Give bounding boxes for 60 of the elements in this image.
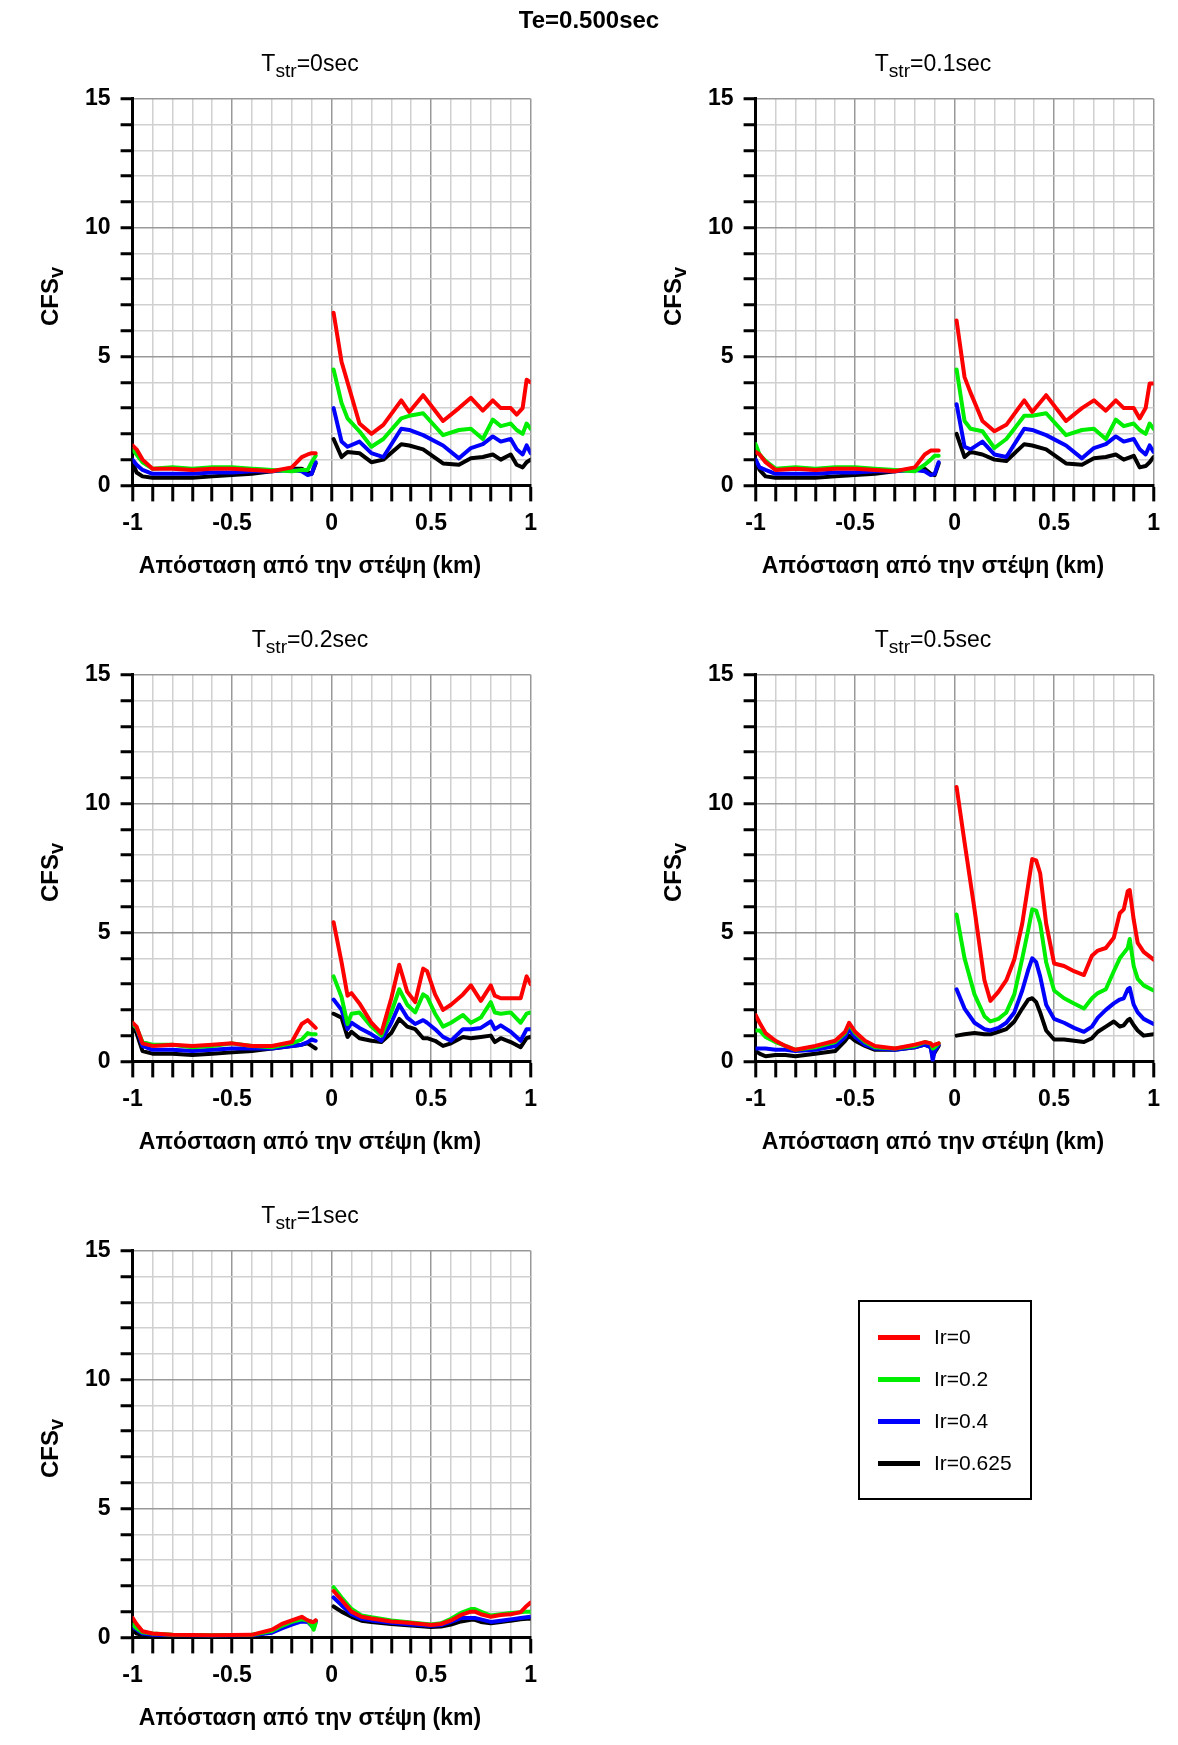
x-tick-label: 1 — [1147, 508, 1161, 535]
x-axis-title: Απόσταση από την στέψη (km) — [137, 1128, 483, 1155]
legend-label: Ir=0.2 — [934, 1367, 989, 1391]
chart-title: T$_{str}$=0.2sec — [250, 626, 370, 658]
y-tick-label: 5 — [720, 917, 734, 944]
chart-title: T$_{str}$=1sec — [260, 1202, 360, 1234]
x-tick-label: 1 — [524, 1660, 538, 1687]
y-tick-label: 5 — [97, 1493, 111, 1520]
y-tick-label: 5 — [97, 917, 111, 944]
legend-label: Ir=0.625 — [934, 1451, 1012, 1475]
x-tick-label: 0 — [325, 1084, 338, 1111]
chart-title: T$_{str}$=0.1sec — [873, 50, 993, 82]
x-axis-title: Απόσταση από την στέψη (km) — [137, 1704, 483, 1731]
x-tick-label: -0.5 — [212, 1660, 253, 1687]
y-tick-label: 15 — [707, 84, 734, 111]
x-tick-label: -1 — [122, 1084, 144, 1111]
y-tick-label: 5 — [720, 341, 734, 368]
y-tick-label: 15 — [707, 660, 734, 687]
y-tick-label: 10 — [84, 1365, 111, 1392]
y-tick-label: 0 — [97, 470, 111, 497]
x-tick-label: 0.5 — [415, 1660, 448, 1687]
x-tick-label: 0 — [948, 508, 961, 535]
y-tick-label: 0 — [720, 470, 734, 497]
y-tick-label: 0 — [97, 1046, 111, 1073]
x-tick-label: -1 — [745, 508, 767, 535]
x-tick-label: 0.5 — [1038, 1084, 1071, 1111]
x-tick-label: 0.5 — [415, 508, 448, 535]
x-tick-label: 1 — [1147, 1084, 1161, 1111]
x-axis-title: Απόσταση από την στέψη (km) — [137, 552, 483, 579]
chart-title: T$_{str}$=0sec — [260, 50, 360, 82]
x-axis-title: Απόσταση από την στέψη (km) — [760, 1128, 1106, 1155]
y-tick-label: 10 — [707, 213, 734, 240]
x-tick-label: -0.5 — [212, 1084, 253, 1111]
y-tick-label: 5 — [97, 341, 111, 368]
y-tick-label: 0 — [720, 1046, 734, 1073]
y-tick-label: 15 — [84, 84, 111, 111]
x-tick-label: 0 — [325, 1660, 338, 1687]
y-tick-label: 15 — [84, 1236, 111, 1263]
x-tick-label: -1 — [122, 508, 144, 535]
chart-title: T$_{str}$=0.5sec — [873, 626, 993, 658]
x-tick-label: 1 — [524, 1084, 538, 1111]
text: Te=0.500sec — [517, 6, 661, 34]
x-tick-label: -1 — [122, 1660, 144, 1687]
y-tick-label: 10 — [84, 789, 111, 816]
y-tick-label: 10 — [707, 789, 734, 816]
y-tick-label: 10 — [84, 213, 111, 240]
x-tick-label: 0 — [325, 508, 338, 535]
x-tick-label: 0 — [948, 1084, 961, 1111]
legend-label: Ir=0 — [934, 1325, 971, 1349]
legend-label: Ir=0.4 — [934, 1409, 989, 1433]
x-tick-label: -0.5 — [212, 508, 253, 535]
x-tick-label: 1 — [524, 508, 538, 535]
y-tick-label: 0 — [97, 1622, 111, 1649]
x-tick-label: -0.5 — [835, 508, 876, 535]
x-axis-title: Απόσταση από την στέψη (km) — [760, 552, 1106, 579]
x-tick-label: 0.5 — [415, 1084, 448, 1111]
x-tick-label: -1 — [745, 1084, 767, 1111]
x-tick-label: -0.5 — [835, 1084, 876, 1111]
y-tick-label: 15 — [84, 660, 111, 687]
x-tick-label: 0.5 — [1038, 508, 1071, 535]
